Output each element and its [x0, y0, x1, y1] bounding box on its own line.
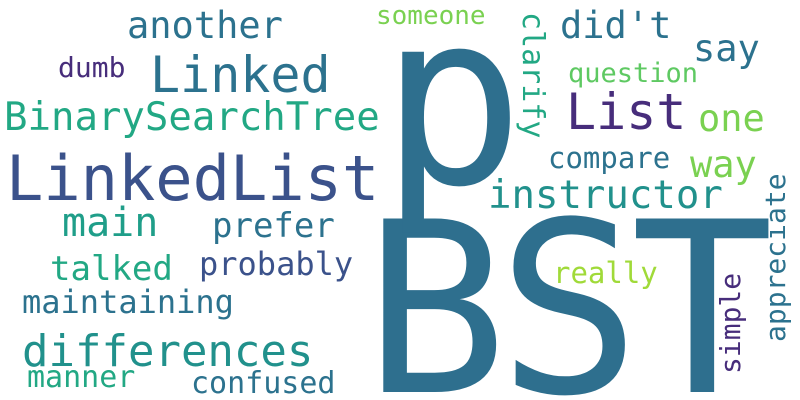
- word-bst: BST: [364, 172, 774, 400]
- word-really: compare: [548, 141, 671, 175]
- word-list: List: [566, 83, 687, 141]
- word-question: question: [568, 58, 699, 89]
- word-linked: Linked: [150, 46, 331, 104]
- word-dumb: dumb: [58, 51, 126, 84]
- word-probably: probably: [199, 245, 354, 283]
- word-prefer: prefer: [212, 206, 335, 246]
- word-simple: simple: [714, 272, 747, 374]
- word-maintaining: maintaining: [22, 283, 234, 321]
- word-way: way: [690, 143, 757, 186]
- word-binarysearchtree: BinarySearchTree: [4, 95, 380, 140]
- word-say: say: [693, 27, 760, 70]
- word-compare: clarify: [515, 12, 550, 139]
- word-someone: someone: [376, 1, 486, 31]
- word-main: main: [62, 200, 159, 246]
- word-one: one: [698, 97, 765, 140]
- word-talked: talked: [50, 249, 173, 289]
- word-didt: did't: [560, 4, 672, 47]
- word-clarify: really: [553, 256, 658, 290]
- word-p: p: [380, 0, 525, 240]
- word-manner: manner: [27, 360, 136, 395]
- word-appreciate: appreciate: [759, 173, 792, 342]
- word-another: another: [127, 4, 283, 47]
- word-differences: differences: [22, 326, 314, 377]
- word-instructor: instructor: [488, 173, 723, 218]
- word-linkedlist: LinkedList: [6, 142, 380, 215]
- word-confused: confused: [191, 366, 336, 400]
